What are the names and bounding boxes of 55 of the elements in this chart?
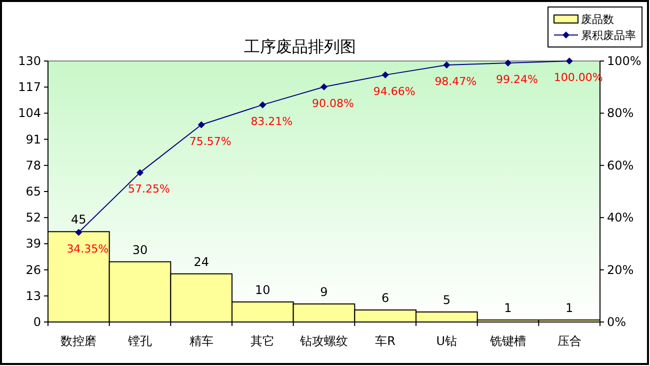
legend-label: 累积废品率 (581, 29, 636, 42)
y-tick-label: 130 (18, 54, 41, 68)
y2-tick-label: 40% (607, 210, 634, 225)
x-tick-label: 车R (375, 334, 396, 348)
point (443, 61, 450, 68)
y-tick-label: 52 (26, 210, 41, 225)
data-label: 83.21% (250, 114, 293, 128)
x-tick-label: 镗孔 (127, 334, 152, 348)
data-label: 30 (132, 242, 148, 257)
y2-tick-label: 100% (607, 54, 642, 68)
data-label: 75.57% (189, 134, 232, 148)
data-label: 45 (71, 212, 86, 227)
data-label: 90.08% (312, 96, 354, 110)
x-tick-label: 压合 (557, 334, 582, 348)
point (259, 101, 266, 108)
point (136, 169, 144, 176)
x-tick-label: 精车 (189, 334, 214, 348)
y-tick-label: 104 (18, 106, 41, 120)
data-label: 24 (194, 254, 209, 269)
y-tick-label: 39 (26, 236, 41, 251)
y-tick-label: 117 (18, 80, 41, 94)
point (504, 59, 512, 66)
point (320, 83, 328, 90)
data-label: 94.66% (373, 84, 416, 98)
point (566, 58, 573, 64)
data-label: 99.24% (496, 72, 538, 86)
y-tick-label: 26 (26, 262, 41, 277)
y-tick-label: 78 (26, 158, 41, 172)
point (198, 121, 205, 128)
x-tick-label: 铣键槽 (489, 334, 526, 348)
y-tick-label: 0 (33, 315, 41, 329)
data-label: 98.47% (434, 74, 477, 88)
y2-tick-label: 20% (607, 262, 634, 277)
data-label: 6 (382, 290, 390, 305)
data-label: 1 (504, 300, 512, 315)
legend-label: 废品数 (581, 13, 614, 26)
y-tick-label: 13 (26, 288, 41, 303)
data-label: 1 (566, 300, 574, 315)
chart-title: 工序废品排列图 (244, 37, 356, 56)
y2-tick-label: 60% (607, 158, 634, 172)
data-label: 34.35% (66, 242, 109, 256)
data-label: 5 (442, 292, 450, 307)
y-tick-label: 65 (26, 184, 41, 198)
x-tick-label: 其它 (250, 334, 275, 348)
y2-tick-label: 0% (607, 315, 626, 329)
point (75, 228, 82, 236)
y2-tick-label: 80% (607, 106, 634, 120)
y-tick-label: 91 (26, 132, 41, 146)
x-tick-label: U钻 (436, 334, 458, 348)
x-tick-label: 数控磨 (60, 334, 97, 348)
x-tick-label: 钻攻螺纹 (299, 334, 348, 348)
data-label: 9 (320, 284, 328, 299)
data-label: 10 (255, 282, 270, 297)
data-label: 57.25% (128, 182, 170, 196)
point (382, 71, 389, 78)
